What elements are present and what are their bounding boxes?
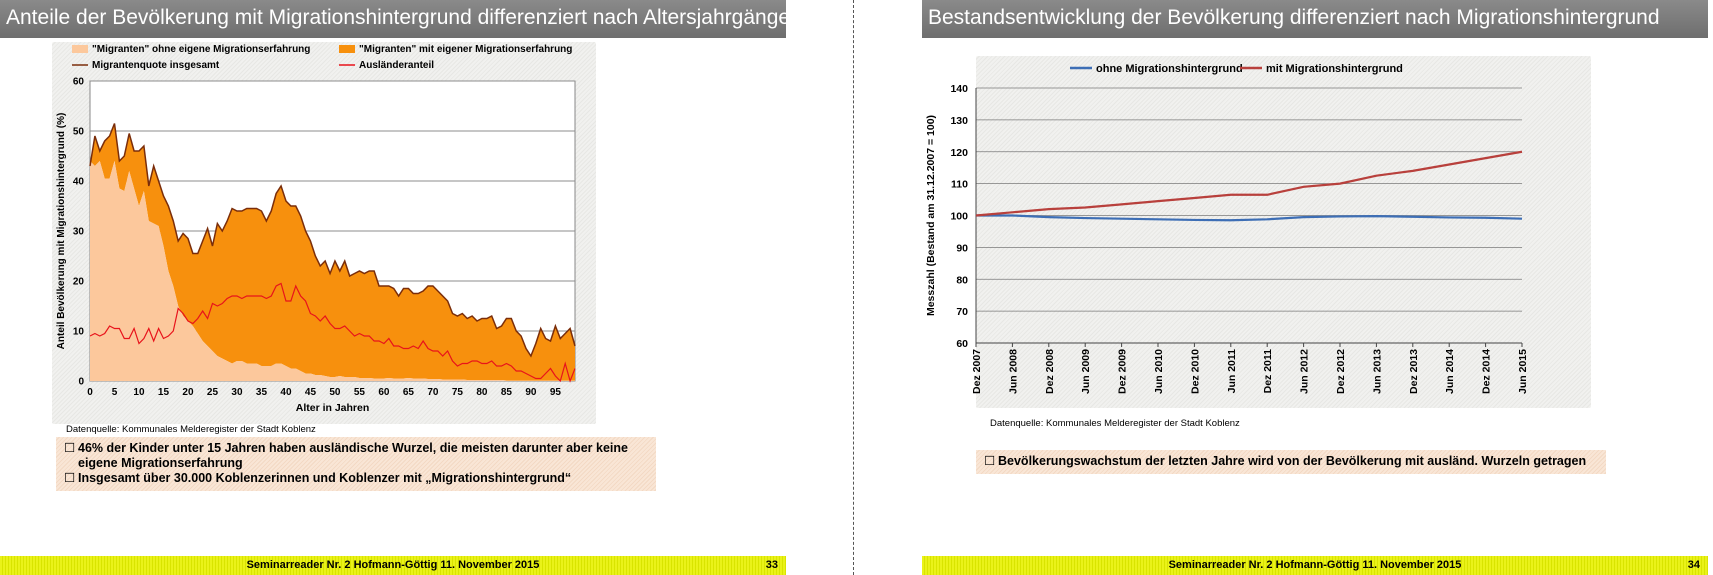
legend-label: Ausländeranteil [359, 60, 434, 71]
x-tick-label: 10 [133, 387, 145, 398]
y-tick-label: 140 [950, 83, 968, 95]
y-tick-label: 30 [73, 227, 85, 238]
slide-right: Bestandsentwicklung der Bevölkerung diff… [922, 0, 1708, 575]
footer-text: Seminarreader Nr. 2 Hofmann-Göttig 11. N… [246, 559, 540, 571]
note-item: ☐ Insgesamt über 30.000 Koblenzerinnen u… [64, 471, 648, 486]
y-tick-label: 100 [950, 211, 968, 223]
x-tick-label: 55 [354, 387, 366, 398]
footer-text: Seminarreader Nr. 2 Hofmann-Göttig 11. N… [1168, 559, 1462, 571]
legend-swatch [339, 45, 355, 53]
x-tick-label: Jun 2008 [1007, 349, 1019, 394]
x-tick-label: 60 [378, 387, 390, 398]
legend-label: "Migranten" ohne eigene Migrationserfahr… [92, 44, 310, 55]
y-tick-label: 70 [956, 306, 968, 318]
x-tick-label: 5 [112, 387, 118, 398]
note-item: ☐ 46% der Kinder unter 15 Jahren haben a… [64, 441, 648, 471]
x-tick-label: Dez 2008 [1044, 349, 1056, 394]
data-source: Datenquelle: Kommunales Melderegister de… [66, 424, 316, 435]
x-axis-label: Alter in Jahren [296, 402, 370, 414]
x-tick-label: Jun 2010 [1153, 349, 1165, 394]
legend-label: ohne Migrationshintergrund [1096, 63, 1243, 75]
y-tick-label: 0 [78, 377, 84, 388]
x-tick-label: Dez 2011 [1262, 349, 1274, 394]
x-tick-label: 70 [427, 387, 439, 398]
x-tick-label: 15 [158, 387, 170, 398]
area-ohne-migrationserfahrung [90, 161, 575, 381]
footer: Seminarreader Nr. 2 Hofmann-Göttig 11. N… [922, 556, 1708, 575]
legend-label: "Migranten" mit eigener Migrationserfahr… [359, 44, 572, 55]
y-tick-label: 20 [73, 277, 85, 288]
note-box: ☐ 46% der Kinder unter 15 Jahren haben a… [56, 437, 656, 491]
x-tick-label: 95 [550, 387, 562, 398]
population-index-chart: 60 70 80 90 100 110 120 130 140 Dez 2007 Jun 2008 D… [925, 63, 1529, 394]
x-tick-label: Jun 2012 [1299, 349, 1311, 394]
x-tick-label: Dez 2012 [1335, 349, 1347, 394]
slide-title: Anteile der Bevölkerung mit Migrationshi… [0, 0, 802, 38]
x-tick-label: 75 [452, 387, 464, 398]
area-mit-migrationserfahrung [90, 123, 575, 381]
x-tick-label: 25 [207, 387, 219, 398]
bullet-box-icon: ☐ [64, 471, 76, 485]
page-number: 33 [765, 559, 778, 571]
data-source: Datenquelle: Kommunales Melderegister de… [990, 418, 1240, 429]
line-auslaenderanteil [89, 282, 576, 383]
age-migration-chart: 0 10 20 30 40 50 60 0 5 10 15 20 25 30 35 40 45 50 55 60 65 7… [56, 44, 576, 414]
x-tick-label: Dez 2007 [971, 349, 983, 394]
x-tick-label: Dez 2014 [1481, 349, 1493, 394]
y-tick-label: 110 [951, 179, 968, 191]
x-tick-label: Jun 2013 [1371, 349, 1383, 394]
legend-label: mit Migrationshintergrund [1266, 63, 1403, 75]
x-tick-label: 40 [280, 387, 292, 398]
x-tick-label: 85 [501, 387, 513, 398]
x-tick-label: Dez 2009 [1117, 349, 1129, 394]
slide-left: Anteile der Bevölkerung mit Migrationshi… [0, 0, 802, 575]
note-text: 46% der Kinder unter 15 Jahren haben aus… [78, 441, 628, 470]
x-tick-label: 80 [476, 387, 488, 398]
y-tick-label: 10 [73, 327, 85, 338]
page-number: 34 [1687, 559, 1700, 571]
x-tick-label: Dez 2010 [1189, 349, 1201, 394]
x-tick-label: Jun 2015 [1517, 349, 1529, 394]
x-tick-label: 90 [525, 387, 537, 398]
note-text: Insgesamt über 30.000 Koblenzerinnen und… [78, 471, 572, 485]
bullet-box-icon: ☐ [64, 441, 76, 455]
x-tick-label: 65 [403, 387, 415, 398]
legend-label: Migrantenquote insgesamt [92, 60, 220, 71]
y-tick-label: 60 [73, 77, 85, 88]
footer: Seminarreader Nr. 2 Hofmann-Göttig 11. N… [0, 556, 786, 575]
x-tick-label: 50 [329, 387, 341, 398]
note-item: ☐ Bevölkerungswachstum der letzten Jahre… [984, 454, 1598, 469]
x-tick-label: Jun 2009 [1080, 349, 1092, 394]
y-axis-label: Messzahl (Bestand am 31.12.2007 = 100) [925, 115, 937, 316]
x-tick-label: 0 [87, 387, 93, 398]
x-tick-label: Jun 2011 [1226, 349, 1238, 394]
bullet-box-icon: ☐ [984, 454, 996, 468]
y-axis-label: Anteil Bevölkerung mit Migrationshinterg… [56, 113, 67, 350]
x-tick-label: 35 [256, 387, 268, 398]
note-text: Bevölkerungswachstum der letzten Jahre w… [998, 454, 1587, 468]
note-box: ☐ Bevölkerungswachstum der letzten Jahre… [976, 450, 1606, 474]
legend-swatch [72, 45, 88, 53]
y-tick-label: 40 [73, 177, 85, 188]
y-tick-label: 90 [956, 242, 968, 254]
chart-area-background [976, 56, 1591, 408]
line-ohne-migrationshintergrund [976, 214, 1523, 222]
x-tick-label: Jun 2014 [1444, 349, 1456, 394]
line-migrantenquote [89, 123, 576, 358]
y-tick-label: 120 [950, 147, 968, 159]
line-mit-migrationshintergrund [975, 150, 1523, 217]
x-tick-label: 30 [231, 387, 243, 398]
page-divider [853, 0, 854, 575]
x-tick-label: 20 [182, 387, 194, 398]
y-tick-label: 60 [956, 338, 968, 350]
x-tick-label: 45 [305, 387, 317, 398]
y-tick-label: 80 [956, 274, 968, 286]
x-tick-label: Dez 2013 [1408, 349, 1420, 394]
y-tick-label: 130 [950, 115, 968, 127]
slide-title: Bestandsentwicklung der Bevölkerung diff… [922, 0, 1708, 38]
y-tick-label: 50 [73, 127, 85, 138]
